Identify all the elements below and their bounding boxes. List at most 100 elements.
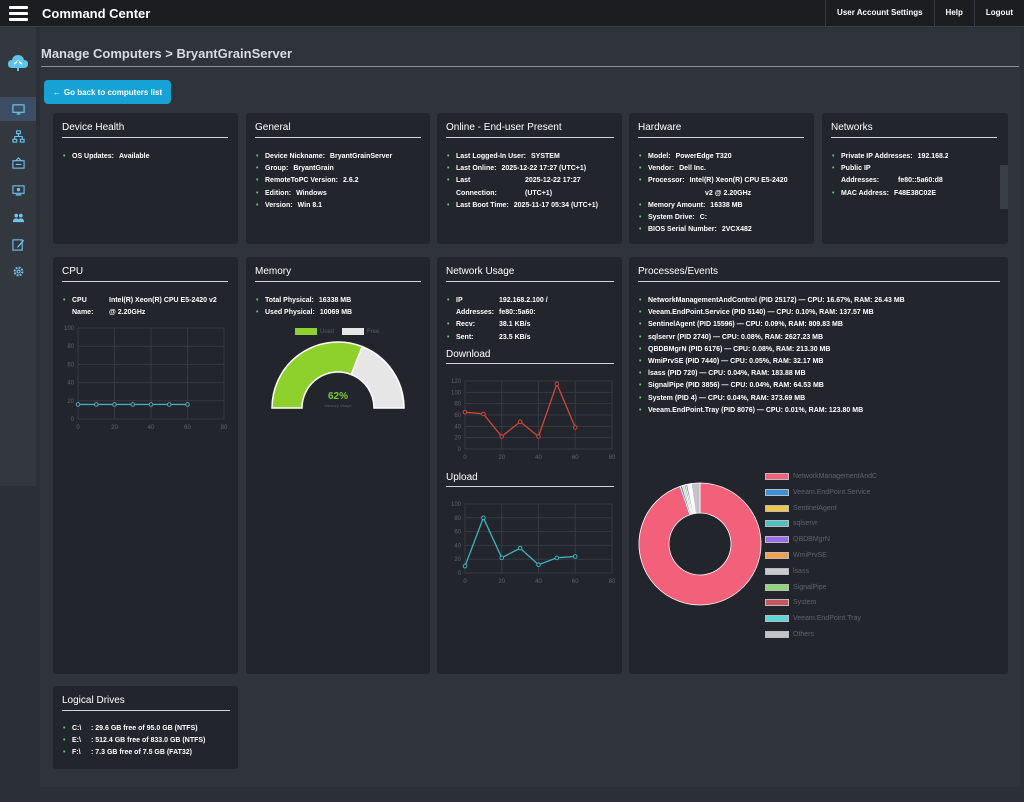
legend-swatch [765,536,789,544]
kv-key: Addresses: [841,177,880,185]
card-divider [446,363,614,364]
data-point [572,425,578,430]
x-tick-label: 40 [535,579,542,584]
kv-row: • Model: PowerEdge T320 [639,151,788,163]
processes-card: Processes/Events • NetworkManagementAndCo… [629,257,1008,674]
kv-key: BIOS Serial Number: [648,226,717,234]
general-rows: • Device Nickname: BryantGrainServer • Group… [256,151,392,212]
kv-key: Connection: [456,189,497,197]
data-point [185,402,190,407]
process-row: • Veeam.EndPoint.Tray (PID 8076) — CPU: 0… [639,405,905,417]
legend-label: Others [793,631,815,638]
process-text: sqlservr (PID 2740) — CPU: 0.08%, RAM: 2… [648,333,824,341]
sidebar-item-settings[interactable] [0,259,36,283]
card-divider [831,137,997,138]
process-text: Veeam.EndPoint.Tray (PID 8076) — CPU: 0.… [648,406,864,414]
kv-value: fe80::5a60:d8 [898,177,943,185]
kv-key: OS Updates: [72,153,115,160]
legend-item: SignalPipe [765,583,826,591]
sidebar-item-remote[interactable] [0,151,36,175]
legend-label: NetworkManagementAndC [793,473,878,480]
kv-row: • Public IP [832,163,948,175]
data-point [166,402,172,407]
kv-key: C:\ [72,725,82,732]
kv-value: : 29.6 GB free of 95.0 GB (NTFS) [91,725,198,732]
kv-value: v2 @ 2.20GHz [705,189,752,197]
sidebar-item-edit[interactable] [0,232,36,256]
back-to-computers-button[interactable]: ← Go back to computers list [44,80,171,104]
legend-label: Veeam.EndPoint.Tray [793,615,861,623]
kv-key: Addresses: [456,309,495,317]
kv-key: Last Logged-In User: [456,153,527,160]
sidebar-item-network[interactable] [0,124,36,148]
kv-row: • Total Physical: 16338 MB [256,295,352,307]
data-point [536,434,541,439]
legend-swatch [765,520,789,528]
legend-label: WmiPrvSE [793,552,827,559]
kv-key: Vendor: [648,165,675,173]
process-text: lsass (PID 720) — CPU: 0.04%, RAM: 183.8… [648,370,806,378]
kv-key: E:\ [72,737,81,745]
kv-value: 192.168.2.100 / [499,297,548,304]
x-tick-label: 20 [111,425,118,431]
kv-value: (UTC+1) [525,189,553,197]
cloud-logo-icon [8,55,28,71]
legend-item: Veeam.EndPoint.Service [765,488,870,496]
card-divider [446,486,614,487]
y-tick-label: 100 [451,390,462,396]
kv-row: • Device Nickname: BryantGrainServer [256,151,392,163]
kv-value: Windows [296,189,327,197]
top-links: User Account Settings Help Logout [825,0,1024,27]
x-tick-label: 40 [148,425,155,431]
legend-swatch [765,583,789,591]
sidebar-item-users[interactable] [0,205,36,229]
card-title: Logical Drives [62,695,125,706]
x-tick-label: 80 [221,425,228,431]
legend-label: sqlservr [793,520,818,528]
user-account-settings-link[interactable]: User Account Settings [825,0,934,27]
data-point [75,402,81,407]
cpu-card: CPU • CPU Intel(R) Xeon(R) CPU E5-2420 v2 … [53,257,238,674]
process-row: • QBDBMgrN (PID 6176) — CPU: 0.08%, RAM: … [639,344,905,356]
kv-row: • Group: BryantGrain [256,163,392,175]
card-divider [255,137,421,138]
kv-value: 2025-12-22 17:27 (UTC+1) [501,165,587,173]
x-tick-label: 0 [76,425,80,431]
back-button-label: Go back to computers list [63,87,163,97]
kv-row: • Used Physical: 10069 MB [256,307,352,319]
top-bar: Command Center User Account Settings Hel… [0,0,1024,27]
hardware-card: Hardware • Model: PowerEdge T320 • Vendor: De… [629,113,814,244]
kv-row: • C:\: 29.6 GB free of 95.0 GB (NTFS) [63,723,205,735]
device-health-card: Device Health • OS Updates: Available [53,113,238,244]
card-divider [62,281,228,282]
kv-value: 2025-12-22 17:27 [525,177,581,185]
legend-swatch [765,615,789,623]
legend-item: NetworkManagementAndC [765,473,877,480]
pie-slice [690,482,701,514]
logout-link[interactable]: Logout [973,0,1024,27]
memory-rows: • Total Physical: 16338 MB • Used Physical: 1… [256,295,352,319]
legend-swatch [765,567,789,575]
scrollbar[interactable] [1000,165,1008,209]
memory-card: Memory • Total Physical: 16338 MB • Used Phy… [246,257,430,674]
monitor-icon [11,103,25,115]
download-title: Download [446,349,491,360]
x-tick-label: 60 [184,425,191,431]
card-title: Device Health [62,122,125,133]
kv-row: • F:\: 7.3 GB free of 7.5 GB (FAT32) [63,747,205,759]
kv-value: 16338 MB [710,201,743,209]
free-label: Free [367,328,380,335]
y-tick-label: 40 [454,424,461,430]
y-tick-label: 0 [71,417,75,423]
sidebar-item-screen[interactable] [0,178,36,202]
kv-row: • RemoteToPC Version: 2.6.2 [256,175,392,187]
gear-icon [13,266,23,276]
kv-key: Sent: [456,333,474,341]
hamburger-menu-icon[interactable] [9,6,28,21]
sidebar-item-computers[interactable] [0,97,36,121]
process-text: WmiPrvSE (PID 7440) — CPU: 0.05%, RAM: 3… [648,358,824,366]
card-divider [62,710,230,711]
process-text: SentinelAgent (PID 15596) — CPU: 0.09%, … [648,321,843,329]
help-link[interactable]: Help [933,0,974,27]
general-card: General • Device Nickname: BryantGrainServ… [246,113,430,244]
